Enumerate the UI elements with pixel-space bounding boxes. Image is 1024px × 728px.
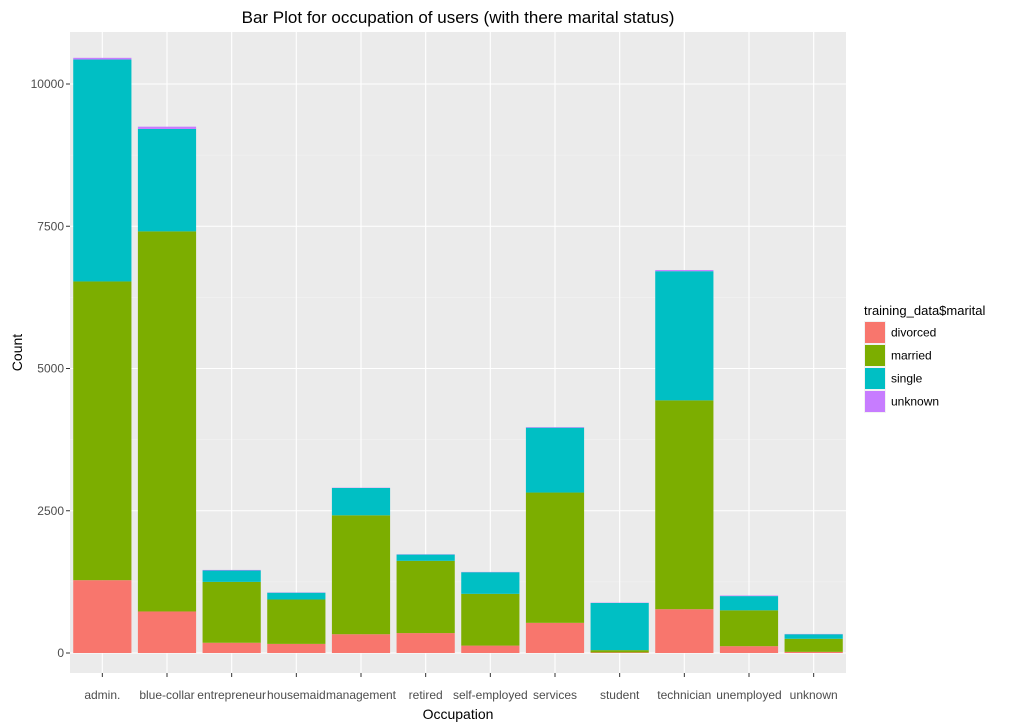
x-tick-label: admin. (84, 688, 120, 702)
x-tick-label: management (326, 688, 397, 702)
x-tick-label: services (533, 688, 577, 702)
bar-segment (461, 593, 520, 646)
bar-segment (719, 610, 779, 647)
bar-segment (331, 634, 391, 653)
bar-segment (137, 231, 197, 612)
bar-segment (655, 400, 714, 610)
bar-segment (525, 427, 585, 428)
bar-segment (137, 126, 197, 129)
bar-segment (331, 487, 391, 516)
bar-segment (655, 271, 714, 401)
bar-segment (202, 569, 261, 571)
x-tick-label: unknown (790, 688, 838, 702)
bar-segment (590, 652, 649, 653)
x-axis: admin. blue-collar entrepreneur housemaid ma… (84, 673, 838, 702)
bar-segment (590, 602, 649, 651)
bar-segment (784, 651, 843, 653)
bar-segment (73, 580, 132, 653)
bar-segment (267, 592, 326, 600)
legend-title: training_data$marital (864, 303, 986, 318)
x-tick-label: retired (409, 688, 443, 702)
bar-segment (137, 128, 197, 232)
legend: training_data$marital divorced married sin… (864, 303, 986, 413)
x-tick-label: blue-collar (139, 688, 194, 702)
x-tick-label: student (600, 688, 640, 702)
legend-key-swatch (865, 322, 885, 343)
legend-key-swatch (865, 345, 885, 366)
bars (73, 57, 843, 653)
bar-segment (461, 572, 520, 594)
bar-segment (137, 611, 197, 653)
bar-segment (525, 622, 585, 653)
bar-segment (267, 643, 326, 653)
x-tick-label: self-employed (453, 688, 528, 702)
bar-segment (73, 57, 132, 60)
x-tick-label: unemployed (716, 688, 781, 702)
y-tick-label: 5000 (37, 362, 64, 376)
legend-label: married (891, 349, 932, 363)
bar-segment (784, 638, 843, 652)
legend-label: unknown (891, 395, 939, 409)
y-tick-label: 0 (57, 646, 64, 660)
bar-segment (73, 281, 132, 581)
bar-segment (202, 581, 261, 643)
bar-segment (719, 596, 779, 611)
legend-label: divorced (891, 326, 936, 340)
legend-key-swatch (865, 368, 885, 389)
bar-segment (525, 427, 585, 493)
bar-segment (525, 492, 585, 623)
legend-label: single (891, 372, 923, 386)
legend-key-swatch (865, 391, 885, 412)
plot-panel (70, 32, 846, 673)
bar-segment (73, 59, 132, 282)
bar-segment (655, 270, 714, 272)
y-axis: 0 2500 5000 7500 10000 (31, 77, 70, 660)
bar-segment (202, 642, 261, 653)
y-tick-label: 10000 (31, 77, 65, 91)
bar-segment (202, 570, 261, 582)
bar-segment (267, 599, 326, 644)
bar-segment (590, 650, 649, 653)
y-axis-title: Count (9, 334, 25, 371)
x-tick-label: housemaid (267, 688, 326, 702)
bar-segment (784, 634, 843, 639)
bar-segment (719, 595, 779, 597)
chart-title: Bar Plot for occupation of users (with t… (242, 8, 675, 27)
y-tick-label: 2500 (37, 504, 64, 518)
y-tick-label: 7500 (37, 219, 64, 233)
bar-segment (655, 609, 714, 653)
bar-segment (331, 515, 391, 635)
bar-segment (396, 554, 455, 561)
x-tick-label: entrepreneur (197, 688, 266, 702)
x-tick-label: technician (657, 688, 711, 702)
bar-segment (461, 645, 520, 653)
bar-segment (396, 560, 455, 634)
bar-segment (396, 633, 455, 653)
x-axis-title: Occupation (423, 706, 494, 722)
bar-segment (719, 646, 779, 653)
